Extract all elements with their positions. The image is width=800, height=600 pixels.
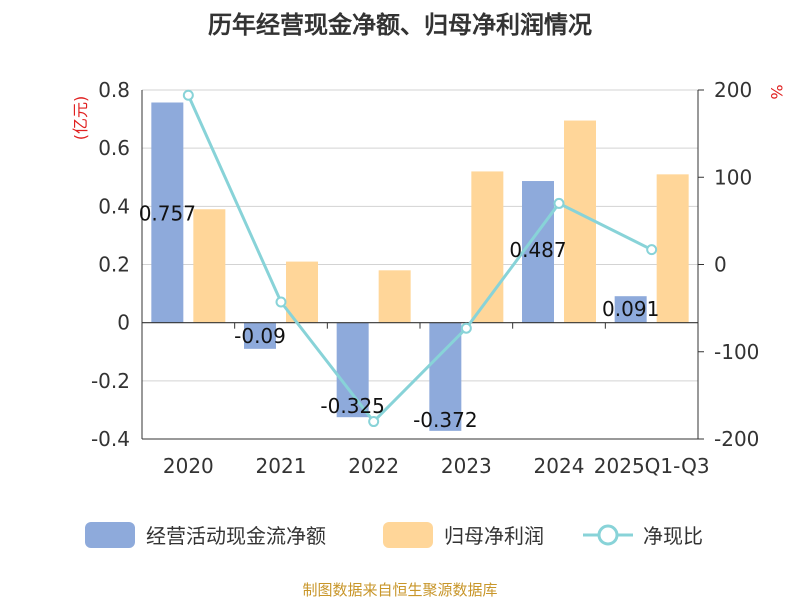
profit-bar xyxy=(193,209,226,323)
cashflow-data-label: 0.487 xyxy=(509,238,566,262)
legend-label-ratio: 净现比 xyxy=(643,524,703,548)
left-axis-unit: (亿元) xyxy=(71,96,90,141)
cashflow-data-label: 0.091 xyxy=(602,297,659,321)
source-note: 制图数据来自恒生聚源数据库 xyxy=(302,581,497,599)
profit-bar xyxy=(286,261,318,323)
gridlines xyxy=(142,89,698,440)
legend-marker-ratio xyxy=(597,524,619,546)
x-tick-label: 2020 xyxy=(163,454,214,478)
ratio-line xyxy=(186,94,653,424)
right-tick-label: -200 xyxy=(714,427,759,451)
data-labels-group: 0.757 -0.09 -0.325 -0.372 0.487 0.091 xyxy=(139,202,660,432)
legend: 经营活动现金流净额 归母净利润 净现比 xyxy=(85,522,703,548)
legend-label-cashflow: 经营活动现金流净额 xyxy=(146,524,326,548)
left-tick-label: 0.2 xyxy=(98,253,130,277)
left-tick-label: -0.4 xyxy=(91,427,130,451)
chart-title: 历年经营现金净额、归母净利润情况 xyxy=(208,11,592,39)
x-tick-label: 2024 xyxy=(534,454,585,478)
left-tick-label: 0.4 xyxy=(98,194,130,218)
right-tick-label: 0 xyxy=(714,253,727,277)
cashflow-bar xyxy=(151,102,184,323)
left-tick-label: 0.6 xyxy=(98,136,130,160)
cashflow-data-label: -0.325 xyxy=(320,394,384,418)
left-tick-label: 0 xyxy=(117,311,130,335)
ratio-point xyxy=(275,296,287,308)
cashflow-bar xyxy=(614,296,647,323)
axes-group: 0.8 0.6 0.4 0.2 0 -0.2 -0.4 200 100 0 -100 -200 2020… xyxy=(91,78,759,478)
cashflow-bar xyxy=(336,322,369,418)
cashflow-data-label: -0.09 xyxy=(234,324,286,348)
ratio-point xyxy=(553,197,565,209)
left-tick-label: -0.2 xyxy=(91,369,130,393)
right-tick-label: -100 xyxy=(714,340,759,364)
bars-group xyxy=(151,102,689,431)
left-tick-label: 0.8 xyxy=(98,78,130,102)
ratio-point xyxy=(182,89,194,101)
ratio-point xyxy=(646,244,658,256)
x-tick-label: 2023 xyxy=(441,454,492,478)
right-tick-label: 200 xyxy=(714,78,752,102)
profit-bar xyxy=(378,270,411,323)
x-tick-label: 2022 xyxy=(348,454,399,478)
x-tick-label: 2021 xyxy=(256,454,307,478)
right-axis-unit: % xyxy=(767,84,786,99)
ratio-line-group xyxy=(182,89,658,428)
ratio-point xyxy=(368,416,380,428)
profit-bar xyxy=(564,120,596,323)
cashflow-data-label: 0.757 xyxy=(139,202,196,226)
x-tick-label: 2025Q1-Q3 xyxy=(594,454,710,478)
cashflow-data-label: -0.372 xyxy=(413,408,477,432)
right-tick-label: 100 xyxy=(714,165,752,189)
ratio-point xyxy=(460,322,472,334)
legend-swatch-profit xyxy=(383,522,433,548)
profit-bar xyxy=(656,174,689,323)
cashflow-bar xyxy=(244,322,276,349)
cashflow-bar xyxy=(522,181,554,323)
legend-swatch-cashflow xyxy=(85,522,135,548)
legend-label-profit: 归母净利润 xyxy=(444,524,544,548)
